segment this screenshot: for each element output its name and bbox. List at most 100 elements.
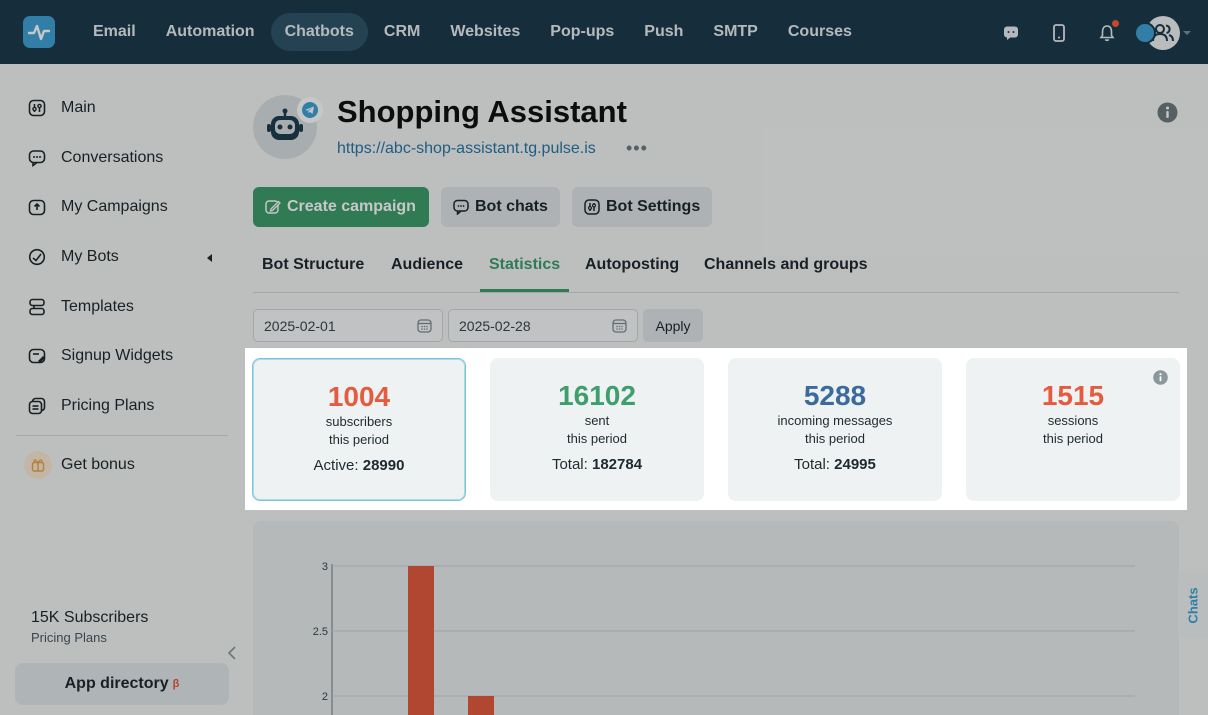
main-nav: Email Automation Chatbots CRM Websites P…: [79, 13, 866, 51]
nav-smtp[interactable]: SMTP: [713, 23, 758, 40]
sidebar-item-templates[interactable]: Templates: [28, 295, 134, 319]
tab-channels-and-groups[interactable]: Channels and groups: [704, 256, 868, 273]
stat-total-value: 28990: [362, 457, 405, 474]
y-tick-label: 2: [322, 691, 328, 703]
caret-left-icon: [207, 254, 212, 262]
stat-card-subscribers[interactable]: 1004 subscribers this period Active: 289…: [252, 358, 466, 501]
stat-period: this period: [805, 431, 865, 446]
stat-total: Total: 182784: [490, 456, 704, 473]
user-avatar[interactable]: [1134, 16, 1180, 50]
notification-dot: [1112, 20, 1119, 27]
stat-card-sent[interactable]: 16102 sent this period Total: 182784: [490, 358, 704, 501]
pricing-icon: [28, 397, 46, 415]
chats-side-tab[interactable]: Chats: [1178, 572, 1208, 638]
sidebar-item-label: My Bots: [61, 248, 119, 265]
dashboard-icon: [28, 99, 46, 117]
chart-bar[interactable]: [468, 696, 494, 715]
nav-push[interactable]: Push: [644, 23, 684, 40]
tab-audience[interactable]: Audience: [391, 256, 464, 273]
stat-value: 5288: [803, 380, 867, 411]
stat-period: this period: [1043, 431, 1103, 446]
info-icon[interactable]: [1153, 370, 1168, 390]
chat-bubble-icon: [453, 199, 469, 215]
stat-value: 16102: [558, 380, 636, 411]
subscribers-plan-link[interactable]: Pricing Plans: [31, 630, 107, 645]
sidebar-item-label: Templates: [61, 298, 134, 315]
campaign-upload-icon: [28, 199, 46, 216]
sidebar-item-pricing-plans[interactable]: Pricing Plans: [28, 394, 154, 418]
bot-url-link[interactable]: https://abc-shop-assistant.tg.pulse.is: [337, 140, 596, 157]
calendar-icon[interactable]: [612, 318, 627, 333]
sidebar-item-signup-widgets[interactable]: Signup Widgets: [28, 344, 173, 368]
bot-tabs: Bot Structure Audience Statistics Autopo…: [253, 250, 1179, 293]
bot-settings-label: Bot Settings: [606, 198, 701, 215]
nav-chatbots[interactable]: Chatbots: [270, 13, 368, 51]
calendar-icon[interactable]: [417, 318, 432, 333]
page-title: Shopping Assistant: [337, 94, 627, 129]
apply-button[interactable]: Apply: [643, 309, 703, 342]
stat-total-value: 182784: [591, 456, 643, 473]
more-options-icon[interactable]: •••: [626, 138, 648, 158]
stat-total: Total: 24995: [728, 456, 942, 473]
chart-bar[interactable]: [408, 566, 434, 715]
bot-icon: [28, 248, 46, 266]
date-to-value: 2025-02-28: [459, 317, 531, 334]
stat-card-incoming[interactable]: 5288 incoming messages this period Total…: [728, 358, 942, 501]
stat-total-label: Total:: [551, 456, 588, 473]
sidebar-item-my-campaigns[interactable]: My Campaigns: [28, 195, 168, 219]
stat-period: this period: [329, 432, 389, 447]
chat-icon[interactable]: [1002, 24, 1020, 42]
info-icon[interactable]: [1157, 102, 1178, 128]
sidebar-item-conversations[interactable]: Conversations: [28, 146, 163, 170]
tab-statistics[interactable]: Statistics: [480, 250, 570, 292]
mobile-icon[interactable]: [1050, 24, 1068, 42]
nav-courses[interactable]: Courses: [787, 23, 852, 40]
nav-popups[interactable]: Pop-ups: [550, 23, 615, 40]
app-directory-button[interactable]: App directory β: [15, 663, 229, 705]
sidebar-item-label: Conversations: [61, 149, 164, 166]
sidebar-item-my-bots[interactable]: My Bots: [28, 245, 212, 269]
beta-badge: β: [172, 678, 180, 690]
sidebar: Main Conversations My Campaigns My Bots …: [0, 64, 244, 715]
robot-icon: [267, 108, 303, 140]
chevron-down-icon: [1183, 31, 1191, 35]
nav-email[interactable]: Email: [93, 23, 136, 40]
subscribers-title[interactable]: 15K Subscribers: [31, 609, 149, 626]
nav-websites[interactable]: Websites: [450, 23, 521, 40]
bar-chart: 32.52: [313, 561, 1135, 715]
gift-icon: [24, 451, 52, 479]
stat-label: incoming messages: [777, 413, 893, 428]
bot-chats-button[interactable]: Bot chats: [441, 187, 560, 227]
user-menu[interactable]: [1134, 16, 1192, 50]
stat-value: 1004: [327, 381, 391, 412]
create-campaign-label: Create campaign: [287, 198, 416, 215]
sidebar-item-label: My Campaigns: [61, 198, 168, 215]
date-to-input[interactable]: 2025-02-28: [448, 309, 638, 342]
bot-settings-button[interactable]: Bot Settings: [572, 187, 713, 227]
tab-autoposting[interactable]: Autoposting: [585, 256, 680, 273]
workspace-avatar: [1134, 22, 1156, 44]
notification-bell-icon[interactable]: [1098, 20, 1119, 42]
stat-card-sessions[interactable]: 1515 sessions this period: [966, 358, 1180, 501]
statistics-chart: 3 2.5 2: [253, 521, 1179, 715]
nav-crm[interactable]: CRM: [383, 23, 421, 40]
app-logo[interactable]: [23, 16, 55, 48]
nav-automation[interactable]: Automation: [165, 23, 255, 40]
create-campaign-button[interactable]: Create campaign: [253, 187, 429, 227]
widget-icon: [28, 348, 46, 364]
stat-period: this period: [567, 431, 627, 446]
chat-bubble-icon: [28, 150, 46, 167]
sidebar-item-main[interactable]: Main: [28, 96, 96, 120]
sidebar-item-label: Signup Widgets: [61, 347, 174, 364]
top-navbar: Email Automation Chatbots CRM Websites P…: [0, 0, 1208, 64]
tab-bot-structure[interactable]: Bot Structure: [262, 256, 365, 273]
stat-label: sessions: [1047, 413, 1099, 428]
stat-label: subscribers: [325, 414, 393, 429]
sidebar-item-label: Main: [61, 99, 96, 116]
stats-highlight: 1004 subscribers this period Active: 289…: [245, 348, 1187, 510]
date-from-input[interactable]: 2025-02-01: [253, 309, 443, 342]
collapse-sidebar-icon[interactable]: [227, 646, 236, 665]
sidebar-divider: [16, 435, 228, 436]
sidebar-item-get-bonus[interactable]: Get bonus: [24, 450, 135, 480]
stat-total-label: Total:: [794, 456, 830, 473]
